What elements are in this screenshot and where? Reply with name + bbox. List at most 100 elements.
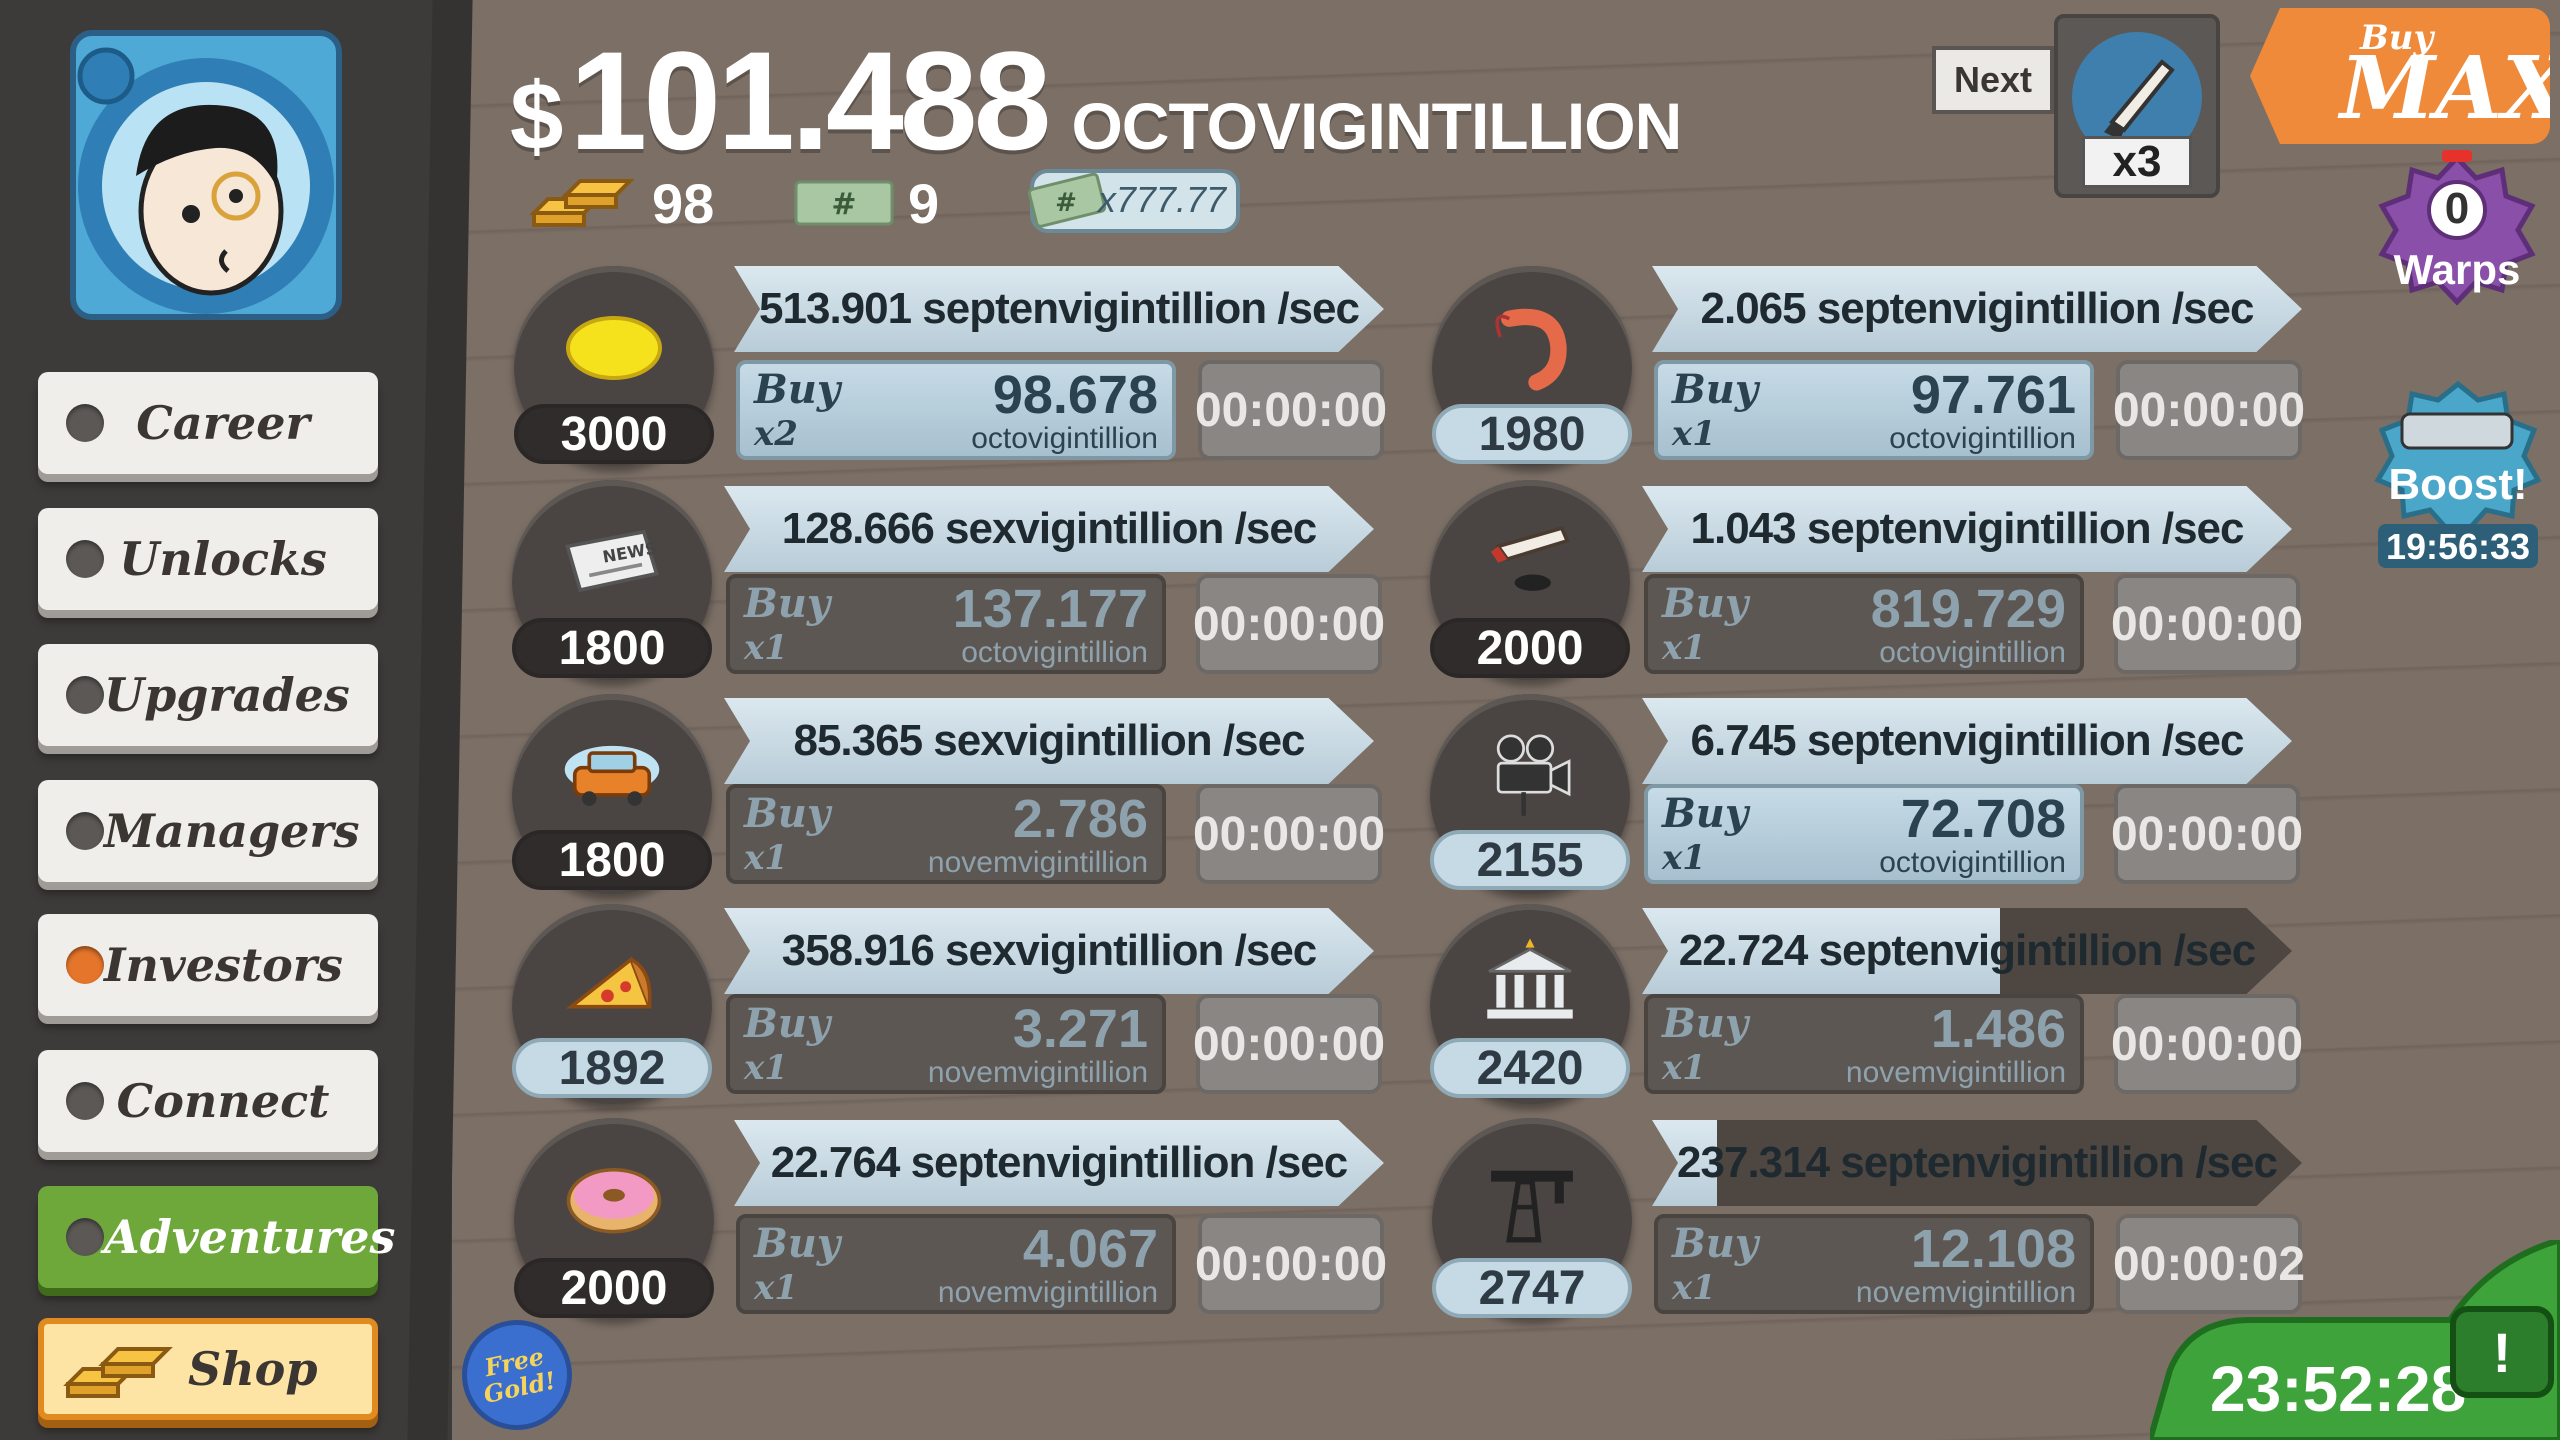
nav-label: Career	[136, 396, 310, 450]
buy-max-button[interactable]: Buy MAX	[2250, 8, 2550, 144]
buy-cost-unit: novemvigintillion	[927, 1056, 1148, 1089]
buy-quantity: x1	[744, 628, 788, 668]
buy-max-top-label: Buy	[2360, 18, 2434, 58]
nav-unlocks[interactable]: Unlocks	[38, 508, 378, 610]
nav-managers[interactable]: Managers	[38, 780, 378, 882]
revenue-text: 358.916 sexvigintillion /sec	[781, 926, 1318, 975]
megaticket-icon: #	[794, 180, 894, 226]
status-dot-icon	[66, 812, 104, 850]
boost-timer: 19:56:33	[2385, 526, 2531, 567]
megaticket-count: 9	[908, 171, 940, 235]
warps-badge[interactable]: 0 Warps	[2372, 150, 2542, 330]
status-dot-icon	[66, 946, 104, 984]
nav-upgrades[interactable]: Upgrades	[38, 644, 378, 746]
revenue-progress	[724, 908, 1374, 994]
money-amount: 101.488	[569, 22, 1051, 179]
tv-timer: 23:52:28	[2210, 1353, 2467, 1425]
angel-multiplier-badge[interactable]: # x777.77	[1027, 168, 1240, 234]
tv-icon[interactable]: !	[2450, 1306, 2554, 1398]
nav-adventures[interactable]: Adventures	[38, 1186, 395, 1288]
buy-button[interactable]: Buy x1 1.486 novemvigintillion	[1644, 994, 2084, 1094]
buy-button[interactable]: Buy x1 2.786 novemvigintillion	[726, 784, 1166, 884]
buy-cost-unit: octovigintillion	[1879, 636, 2066, 669]
revenue-text: 22.724 septenvigintillion /sec	[1678, 926, 2256, 975]
status-dot-icon	[66, 1218, 104, 1256]
business-timer: 00:00:00	[2111, 994, 2303, 1094]
nav-connect[interactable]: Connect	[38, 1050, 378, 1152]
revenue-bar: 22.724 septenvigintillion /sec	[1642, 908, 2292, 994]
buy-label: Buy	[1662, 580, 1749, 627]
buy-button[interactable]: Buy x1 819.729 octovigintillion	[1644, 574, 2084, 674]
status-dot-icon	[66, 1082, 104, 1120]
buy-quantity: x1	[754, 1268, 798, 1308]
boost-button[interactable]: Boost! 19:56:33	[2368, 380, 2548, 570]
nav-shop[interactable]: Shop	[38, 1318, 378, 1420]
buy-label: Buy	[744, 790, 831, 837]
buy-label: Buy	[1672, 366, 1759, 413]
money-display: $ 101.488 OCTOVIGINTILLION	[510, 20, 1682, 179]
buy-button[interactable]: Buy x1 72.708 octovigintillion	[1644, 784, 2084, 884]
gold-count: 98	[652, 171, 715, 235]
next-unlock-button[interactable]: Next	[1932, 46, 2054, 114]
boost-label: Boost!	[2388, 460, 2528, 509]
bank-icon	[1487, 938, 1573, 1019]
business-count: 2155	[1430, 830, 1630, 890]
buy-label: Buy	[754, 366, 841, 413]
free-gold-button[interactable]: Free Gold!	[462, 1320, 572, 1430]
tv-ad-panel[interactable]: 23:52:28 !	[2150, 1240, 2560, 1440]
business-count: 3000	[514, 404, 714, 464]
svg-text:#: #	[831, 187, 856, 222]
tv-alert: !	[2492, 1320, 2512, 1384]
avatar[interactable]	[70, 30, 342, 320]
nav-investors[interactable]: Investors	[38, 914, 378, 1016]
buy-cost-unit: novemvigintillion	[1855, 1276, 2076, 1309]
revenue-text: 237.314 septenvigintillion /sec	[1677, 1138, 2278, 1187]
buy-cost-unit: octovigintillion	[1879, 846, 2066, 879]
nav-label: Investors	[104, 938, 343, 992]
buy-button[interactable]: Buy x1 12.108 novemvigintillion	[1654, 1214, 2094, 1314]
gold-bars-icon	[63, 1347, 173, 1398]
buy-button[interactable]: Buy x1 3.271 novemvigintillion	[726, 994, 1166, 1094]
buy-label: Buy	[1662, 1000, 1749, 1047]
nav-label: Connect	[116, 1074, 330, 1128]
business-timer: 00:00:02	[2113, 1214, 2305, 1314]
newspaper-icon: NEWS	[565, 529, 659, 593]
buy-cost-unit: novemvigintillion	[1845, 1056, 2066, 1089]
buy-cost-unit: octovigintillion	[961, 636, 1148, 669]
revenue-text: 513.901 septenvigintillion /sec	[759, 284, 1360, 333]
business-timer: 00:00:00	[2111, 574, 2303, 674]
buy-button[interactable]: Buy x1 137.177 octovigintillion	[726, 574, 1166, 674]
buy-quantity: x1	[744, 1048, 788, 1088]
business-count: 2420	[1430, 1038, 1630, 1098]
car-icon	[564, 745, 660, 806]
revenue-progress	[734, 1120, 1384, 1206]
nav-career[interactable]: Career	[38, 372, 378, 474]
buy-button[interactable]: Buy x1 4.067 novemvigintillion	[736, 1214, 1176, 1314]
revenue-bar: 237.314 septenvigintillion /sec	[1652, 1120, 2302, 1206]
free-gold-label: Free Gold!	[480, 1341, 559, 1409]
buy-cost: 4.067	[1022, 1219, 1158, 1279]
next-unlock-panel[interactable]: x3	[2054, 14, 2220, 198]
business-count: 1892	[512, 1038, 712, 1098]
donut-icon	[566, 1168, 662, 1234]
business-timer: 00:00:00	[2113, 360, 2305, 460]
hockey-icon	[1490, 525, 1570, 591]
business-count: 1800	[512, 618, 712, 678]
revenue-progress	[1642, 486, 2292, 572]
revenue-bar: 2.065 septenvigintillion /sec	[1652, 266, 2302, 352]
warps-label: Warps	[2393, 246, 2521, 293]
buy-quantity: x1	[1662, 628, 1706, 668]
revenue-bar: 358.916 sexvigintillion /sec	[724, 908, 1374, 994]
buy-cost-unit: octovigintillion	[971, 422, 1158, 455]
buy-button[interactable]: Buy x1 97.761 octovigintillion	[1654, 360, 2094, 460]
buy-cost-unit: octovigintillion	[1889, 422, 2076, 455]
buy-label: Buy	[744, 1000, 831, 1047]
business-timer: 00:00:00	[1195, 360, 1387, 460]
buy-cost: 98.678	[992, 365, 1158, 425]
buy-button[interactable]: Buy x2 98.678 octovigintillion	[736, 360, 1176, 460]
next-label: Next	[1953, 59, 2033, 100]
business-count: 2747	[1432, 1258, 1632, 1318]
megaticket-counter: # 9	[794, 170, 939, 236]
business-count: 1800	[512, 830, 712, 890]
business-count: 2000	[514, 1258, 714, 1318]
